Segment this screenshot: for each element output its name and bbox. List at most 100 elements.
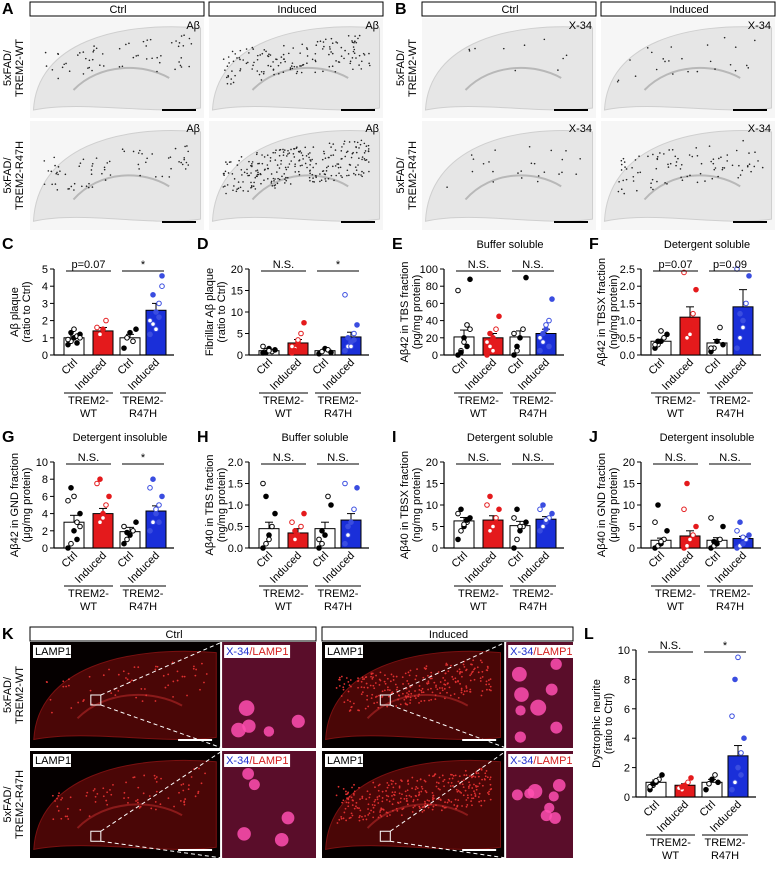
plaque — [414, 678, 417, 681]
plaque — [709, 60, 712, 63]
plaque — [135, 800, 137, 802]
plaque — [330, 37, 333, 40]
plaque — [359, 798, 361, 801]
data-point — [77, 523, 83, 530]
plaque — [371, 677, 374, 680]
plaque — [286, 176, 289, 179]
plaque — [409, 699, 412, 701]
plaque — [239, 68, 242, 70]
plaque — [334, 70, 337, 73]
data-point — [68, 540, 74, 547]
plaque — [335, 174, 338, 177]
y-tick-label: 1.0 — [620, 316, 635, 328]
plaque — [472, 158, 475, 160]
data-point — [345, 532, 351, 538]
plaque — [406, 803, 409, 806]
plaque — [363, 142, 366, 145]
inset-plaque — [550, 721, 563, 734]
plaque — [155, 790, 158, 793]
plaque — [398, 786, 401, 789]
plaque — [402, 683, 404, 685]
data-point — [124, 529, 130, 536]
plaque — [408, 794, 411, 797]
plaque — [280, 159, 283, 162]
plaque — [184, 145, 186, 148]
plaque — [359, 143, 362, 146]
plaque — [443, 785, 445, 788]
plaque — [723, 36, 726, 39]
plaque — [201, 662, 203, 665]
data-point — [487, 343, 493, 350]
plaque — [348, 174, 350, 177]
group-label: TREM2- — [458, 588, 499, 600]
plaque — [528, 145, 531, 148]
plaque — [428, 699, 430, 702]
plaque — [106, 162, 109, 164]
plaque — [376, 796, 379, 799]
plaque — [421, 787, 424, 790]
plaque — [95, 47, 98, 50]
plaque — [337, 785, 340, 788]
plaque — [203, 681, 205, 684]
plaque — [488, 688, 491, 691]
row-label: 5xFAD/ — [2, 157, 14, 194]
plaque — [239, 49, 242, 52]
plaque — [414, 794, 417, 797]
plaque — [118, 47, 121, 50]
plaque — [381, 797, 384, 799]
plaque — [103, 168, 106, 171]
plaque — [347, 34, 350, 37]
plaque — [380, 808, 383, 810]
plaque — [412, 806, 415, 809]
plaque — [454, 798, 457, 801]
plaque — [135, 696, 138, 699]
plaque — [128, 42, 130, 45]
y-axis-label: (ratio to Ctrl) — [603, 693, 615, 754]
group-label: R47H — [519, 601, 547, 613]
plaque — [161, 175, 164, 178]
x-tick-label: Ctrl — [60, 550, 81, 571]
panel-letter: J — [589, 429, 598, 446]
plaque — [343, 57, 345, 60]
plaque — [367, 161, 370, 163]
data-point — [124, 536, 130, 543]
column-header — [29, 1, 205, 17]
plaque — [269, 65, 272, 68]
data-point — [720, 341, 726, 348]
plaque — [647, 155, 649, 158]
plaque — [433, 681, 436, 684]
inset-stain-label: X-34/LAMP1 — [226, 646, 288, 658]
plaque — [299, 52, 301, 54]
plaque — [361, 676, 364, 679]
plaque — [656, 180, 658, 183]
plaque — [349, 816, 352, 819]
plaque — [386, 815, 389, 818]
plaque — [710, 160, 712, 163]
plaque — [419, 778, 422, 781]
plaque — [69, 796, 72, 799]
plaque — [753, 165, 756, 168]
y-tick-label: 1 — [42, 333, 48, 345]
plaque — [452, 678, 455, 681]
plaque — [67, 807, 69, 810]
inset-plaque — [238, 700, 255, 716]
tissue-structure — [251, 174, 349, 201]
zoom-box — [90, 694, 102, 706]
plaque — [349, 700, 352, 703]
plaque — [56, 189, 59, 191]
plaque — [415, 785, 418, 788]
plaque — [378, 783, 381, 786]
plaque — [381, 790, 384, 793]
plaque — [247, 190, 249, 192]
data-point — [458, 528, 464, 534]
plaque — [430, 698, 433, 701]
plaque — [73, 189, 75, 191]
plaque — [357, 686, 359, 689]
plaque — [462, 693, 465, 696]
group-label: WT — [667, 408, 684, 420]
plaque — [471, 804, 473, 807]
plaque — [61, 797, 64, 799]
plaque — [484, 775, 487, 778]
plaque — [754, 151, 756, 153]
plaque — [287, 166, 289, 168]
